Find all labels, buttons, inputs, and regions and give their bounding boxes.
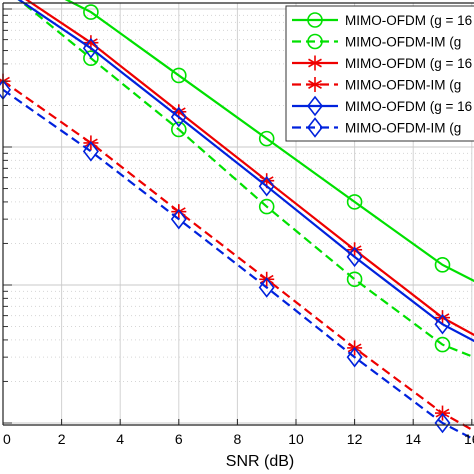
x-tick-label: 14 bbox=[405, 431, 421, 447]
legend-label: MIMO-OFDM (g = 16 bbox=[345, 99, 472, 114]
diamond-marker bbox=[258, 175, 275, 197]
x-tick-label: 2 bbox=[58, 431, 66, 447]
x-tick-label: 8 bbox=[234, 431, 242, 447]
diamond-marker bbox=[434, 313, 451, 335]
series-line bbox=[17, 0, 474, 343]
asterisk-marker bbox=[307, 55, 323, 71]
series-5 bbox=[17, 0, 474, 343]
diamond-marker bbox=[346, 246, 363, 268]
legend-label: MIMO-OFDM (g = 16 bbox=[345, 13, 472, 28]
series-1 bbox=[64, 0, 474, 283]
circle-marker bbox=[83, 4, 99, 20]
legend-entry: MIMO-OFDM-IM (g bbox=[292, 77, 461, 93]
diamond-marker bbox=[306, 95, 324, 117]
circle-marker bbox=[171, 121, 187, 138]
circle-marker bbox=[83, 50, 99, 67]
circle-marker bbox=[307, 12, 323, 28]
x-tick-label: 4 bbox=[116, 431, 124, 447]
x-tick-label: 0 bbox=[3, 431, 11, 447]
legend-entry: MIMO-OFDM (g = 16 bbox=[292, 12, 472, 28]
legend-entry: MIMO-OFDM-IM (g bbox=[292, 33, 461, 50]
circle-marker bbox=[258, 198, 275, 215]
diamond-marker bbox=[434, 412, 451, 434]
circle-marker bbox=[171, 67, 187, 84]
legend: MIMO-OFDM (g = 16 MIMO-OFDM-IM (g MIMO-OFD… bbox=[285, 5, 474, 142]
plot-series bbox=[0, 0, 474, 441]
diamond-marker bbox=[82, 141, 99, 162]
x-axis-label: SNR (dB) bbox=[226, 453, 294, 470]
diamond-marker bbox=[82, 37, 99, 59]
circle-marker bbox=[434, 257, 451, 273]
x-tick-label: 12 bbox=[347, 431, 363, 447]
series-3 bbox=[25, 0, 474, 337]
legend-box bbox=[285, 5, 474, 142]
diamond-marker bbox=[258, 277, 275, 298]
x-tick-label: 6 bbox=[175, 431, 183, 447]
legend-label: MIMO-OFDM-IM (g bbox=[345, 78, 461, 93]
diamond-marker bbox=[170, 208, 187, 230]
asterisk-marker bbox=[171, 204, 187, 220]
legend-label: MIMO-OFDM-IM (g bbox=[345, 121, 461, 136]
legend-entry: MIMO-OFDM (g = 16 bbox=[292, 55, 472, 71]
legend-entry: MIMO-OFDM-IM (g bbox=[292, 117, 461, 138]
series-line bbox=[2, 88, 474, 441]
diamond-marker bbox=[170, 106, 187, 128]
legend-label: MIMO-OFDM-IM (g bbox=[345, 35, 461, 50]
series-line bbox=[64, 0, 474, 283]
circle-marker bbox=[346, 271, 363, 288]
circle-marker bbox=[258, 130, 275, 147]
legend-entry: MIMO-OFDM (g = 16 bbox=[292, 95, 472, 117]
diamond-marker bbox=[346, 346, 363, 368]
circle-marker bbox=[307, 33, 323, 50]
circle-marker bbox=[346, 194, 363, 210]
circle-marker bbox=[434, 336, 451, 353]
x-tick-label: 16 bbox=[464, 431, 474, 447]
legend-label: MIMO-OFDM (g = 16 bbox=[345, 56, 472, 71]
diamond-marker bbox=[306, 117, 324, 138]
x-tick-label: 10 bbox=[288, 431, 304, 447]
asterisk-marker bbox=[307, 77, 323, 92]
axes: 0 2 4 6 8 10 12 14 16 bbox=[2, 2, 474, 447]
